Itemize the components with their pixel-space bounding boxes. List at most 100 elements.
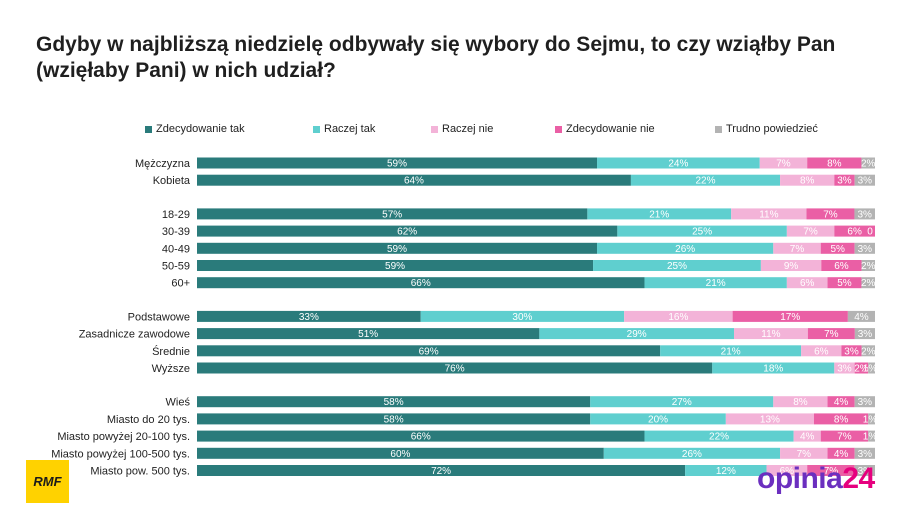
category-label: Zasadnicze zawodowe bbox=[79, 329, 190, 341]
legend-swatch-raczej-tak bbox=[313, 125, 320, 133]
legend-swatch-raczej-nie bbox=[431, 125, 438, 133]
rmf-logo: RMF bbox=[26, 460, 69, 503]
bar-segment bbox=[725, 413, 814, 425]
legend-swatch-trudno-powiedziec bbox=[715, 125, 722, 133]
data-label: 6% bbox=[800, 278, 815, 289]
data-label: 29% bbox=[627, 329, 647, 340]
bar-segment bbox=[854, 465, 875, 476]
data-label: 3% bbox=[858, 176, 873, 187]
data-label: 7% bbox=[803, 227, 818, 238]
bar-segment bbox=[861, 345, 875, 357]
data-label: 16% bbox=[668, 312, 688, 323]
bar-segment bbox=[197, 447, 604, 459]
legend-label: Raczej nie bbox=[442, 123, 494, 135]
category-label: Mężczyzna bbox=[135, 158, 191, 170]
category-label: 50-59 bbox=[162, 261, 190, 273]
data-label: 64% bbox=[404, 176, 424, 187]
data-label: 8% bbox=[827, 159, 842, 170]
category-label: Miasto powyżej 100-500 tys. bbox=[51, 448, 190, 460]
bar-segment bbox=[854, 208, 875, 220]
category-label: Wyższe bbox=[152, 363, 190, 375]
bar-segment bbox=[834, 225, 875, 237]
data-label: 33% bbox=[299, 312, 319, 323]
bar-segment bbox=[539, 328, 735, 340]
bar-segment bbox=[197, 328, 540, 340]
data-label: 3% bbox=[837, 364, 852, 375]
bar-segment bbox=[197, 208, 588, 220]
data-label: 26% bbox=[675, 244, 695, 255]
data-label: 25% bbox=[667, 261, 687, 272]
bar-segment bbox=[603, 447, 781, 459]
bar-segment bbox=[834, 362, 855, 374]
legend-item: Raczej nie bbox=[431, 123, 493, 135]
data-label: 25% bbox=[692, 227, 712, 238]
category-label: Wieś bbox=[166, 397, 191, 409]
category-label: Średnie bbox=[152, 345, 190, 358]
data-label: 18% bbox=[763, 364, 783, 375]
legend: Zdecydowanie tak Raczej tak Raczej nie Z… bbox=[0, 123, 915, 139]
opinia-logo-text: opinia bbox=[757, 462, 843, 495]
data-label: 7% bbox=[776, 159, 791, 170]
bar-segment bbox=[854, 396, 875, 408]
bar-segment bbox=[712, 362, 835, 374]
bar-segment bbox=[793, 430, 821, 442]
data-label: 6% bbox=[780, 466, 795, 477]
data-label: 21% bbox=[721, 346, 741, 357]
data-label: 8% bbox=[800, 176, 815, 187]
data-label: 59% bbox=[387, 244, 407, 255]
bar-segment bbox=[807, 157, 862, 169]
bar-segment bbox=[587, 208, 732, 220]
bar-segment bbox=[644, 277, 787, 289]
data-label: 72% bbox=[431, 466, 451, 477]
data-label: 3% bbox=[844, 346, 859, 357]
bar-segment bbox=[827, 396, 855, 408]
data-label: 57% bbox=[382, 209, 402, 220]
data-label: 22% bbox=[695, 176, 715, 187]
bar-segment bbox=[590, 413, 726, 425]
data-label: 6% bbox=[847, 227, 862, 238]
category-label: 30-39 bbox=[162, 226, 190, 238]
data-label: 21% bbox=[649, 209, 669, 220]
data-label: 3% bbox=[858, 466, 873, 477]
data-label: 5% bbox=[830, 244, 845, 255]
category-label: 18-29 bbox=[162, 209, 190, 221]
bar-segment bbox=[854, 328, 875, 340]
bar-segment bbox=[820, 430, 869, 442]
bar-segment bbox=[807, 328, 855, 340]
data-label: 3% bbox=[858, 209, 873, 220]
bar-segment bbox=[420, 310, 625, 322]
legend-swatch-zdecydowanie-nie bbox=[555, 125, 562, 133]
data-label: 4% bbox=[854, 312, 869, 323]
bar-segment bbox=[821, 260, 862, 271]
category-label: Kobieta bbox=[153, 175, 191, 187]
bar-segment bbox=[786, 225, 835, 237]
bar-segment bbox=[197, 362, 713, 374]
data-label: 69% bbox=[419, 346, 439, 357]
chart-title: Gdyby w najbliższą niedzielę odbywały si… bbox=[36, 33, 836, 82]
bar-segment bbox=[734, 328, 808, 340]
data-label: 4% bbox=[834, 397, 849, 408]
legend-label: Raczej tak bbox=[324, 123, 376, 135]
bar-segment bbox=[854, 362, 869, 374]
data-label: 59% bbox=[385, 261, 405, 272]
legend-swatch-zdecydowanie-tak bbox=[145, 125, 152, 133]
bar-segment bbox=[801, 345, 842, 357]
category-label: Miasto powyżej 20-100 tys. bbox=[57, 431, 190, 443]
data-label: 11% bbox=[761, 329, 780, 340]
data-label: 21% bbox=[706, 278, 726, 289]
bar-segment bbox=[685, 465, 767, 476]
bar-segment bbox=[773, 242, 821, 254]
bar-segment bbox=[597, 242, 774, 254]
opinia-logo-number: 24 bbox=[842, 462, 875, 495]
category-label: 40-49 bbox=[162, 243, 190, 255]
data-label: 7% bbox=[823, 209, 838, 220]
bar-segment bbox=[593, 260, 761, 271]
bar-segment bbox=[732, 310, 848, 322]
bar-segment bbox=[854, 174, 875, 186]
bar-segment bbox=[597, 157, 760, 169]
data-label: 2% bbox=[861, 278, 876, 289]
bar-segment bbox=[854, 242, 875, 254]
bar-segment bbox=[861, 277, 875, 289]
data-label: 22% bbox=[709, 432, 729, 443]
